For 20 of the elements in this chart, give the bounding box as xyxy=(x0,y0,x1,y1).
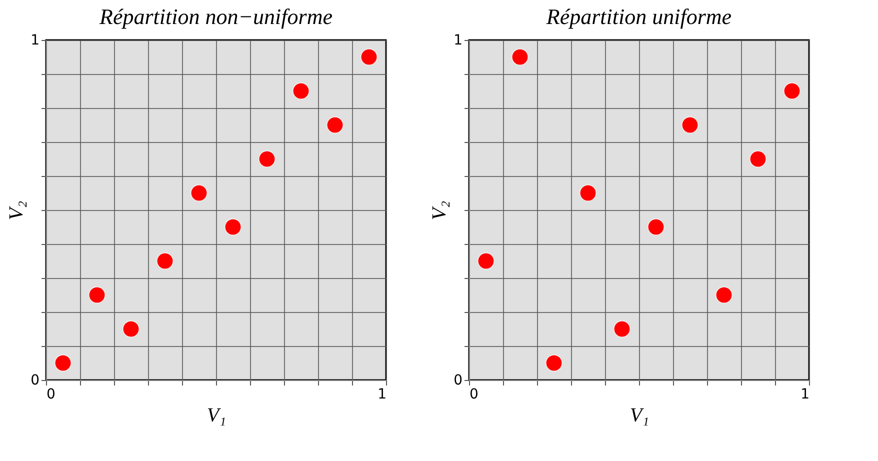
x-axis-title: V₁ xyxy=(630,404,650,426)
y-axis-title: V₂ xyxy=(428,200,451,220)
x-tick-label: 1 xyxy=(378,386,386,402)
chart-title: Répartition non−uniforme xyxy=(98,4,333,29)
point xyxy=(258,150,276,168)
point xyxy=(54,354,72,372)
chart-title: Répartition uniforme xyxy=(545,4,732,29)
point xyxy=(360,48,378,66)
point xyxy=(292,82,310,100)
x-tick-label: 1 xyxy=(800,386,810,402)
point xyxy=(88,286,106,304)
point xyxy=(326,116,344,134)
x-tick-label: 0 xyxy=(470,386,478,402)
y-axis-title: V₂ xyxy=(6,200,28,220)
point xyxy=(122,320,140,338)
x-axis-title: V₁ xyxy=(206,404,226,426)
point xyxy=(156,252,174,270)
x-tick-label: 0 xyxy=(46,386,56,402)
point xyxy=(190,184,208,202)
point xyxy=(224,218,242,236)
